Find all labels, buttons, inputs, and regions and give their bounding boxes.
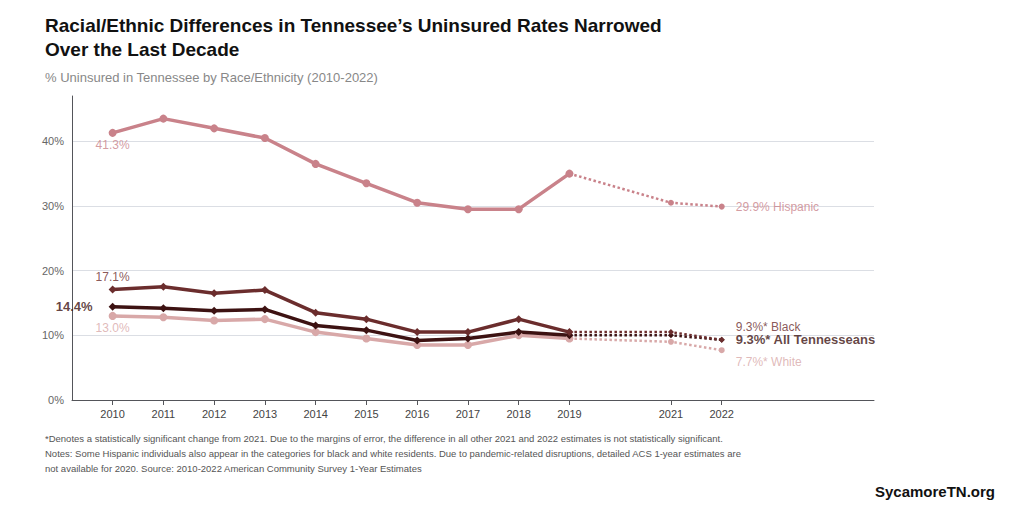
svg-text:29.9% Hispanic: 29.9% Hispanic xyxy=(736,200,819,214)
svg-text:9.3%* All Tennesseans: 9.3%* All Tennesseans xyxy=(736,332,875,347)
svg-text:SycamoreTN.org: SycamoreTN.org xyxy=(875,483,995,500)
svg-text:9.3%* Black: 9.3%* Black xyxy=(735,319,801,334)
svg-text:not available for 2020. Source: not available for 2020. Source: 2010-202… xyxy=(45,463,422,474)
svg-text:14.4%: 14.4% xyxy=(56,299,93,314)
svg-text:2015: 2015 xyxy=(354,408,378,420)
svg-text:0%: 0% xyxy=(48,394,64,406)
svg-text:2018: 2018 xyxy=(506,408,530,420)
svg-text:2012: 2012 xyxy=(202,408,226,420)
svg-text:2016: 2016 xyxy=(405,408,429,420)
svg-text:17.1%: 17.1% xyxy=(96,270,130,284)
svg-text:2010: 2010 xyxy=(100,408,124,420)
svg-text:40%: 40% xyxy=(42,135,64,147)
svg-text:*Denotes a statistically signi: *Denotes a statistically significant cha… xyxy=(45,433,723,444)
svg-text:2013: 2013 xyxy=(253,408,277,420)
svg-text:7.7%* White: 7.7%* White xyxy=(736,355,802,369)
svg-text:2022: 2022 xyxy=(709,408,733,420)
svg-text:10%: 10% xyxy=(42,329,64,341)
svg-text:41.3%: 41.3% xyxy=(96,138,130,152)
svg-text:2011: 2011 xyxy=(152,408,176,420)
svg-text:% Uninsured in Tennessee by Ra: % Uninsured in Tennessee by Race/Ethnici… xyxy=(45,70,378,85)
svg-text:Racial/Ethnic Differences in T: Racial/Ethnic Differences in Tennessee’s… xyxy=(45,15,662,36)
svg-text:2021: 2021 xyxy=(659,408,683,420)
svg-text:2014: 2014 xyxy=(303,408,327,420)
svg-text:Notes: Some Hispanic individua: Notes: Some Hispanic individuals also ap… xyxy=(45,448,741,459)
svg-text:2019: 2019 xyxy=(557,408,581,420)
svg-text:20%: 20% xyxy=(42,265,64,277)
svg-text:13.0%: 13.0% xyxy=(96,321,130,335)
svg-text:Over the Last Decade: Over the Last Decade xyxy=(45,39,239,60)
svg-text:2017: 2017 xyxy=(456,408,480,420)
svg-text:30%: 30% xyxy=(42,200,64,212)
